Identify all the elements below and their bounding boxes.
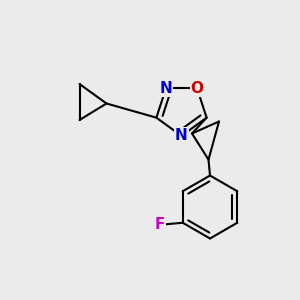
Text: O: O	[190, 81, 203, 96]
Text: N: N	[160, 81, 172, 96]
Text: N: N	[175, 128, 188, 143]
Text: F: F	[154, 217, 165, 232]
